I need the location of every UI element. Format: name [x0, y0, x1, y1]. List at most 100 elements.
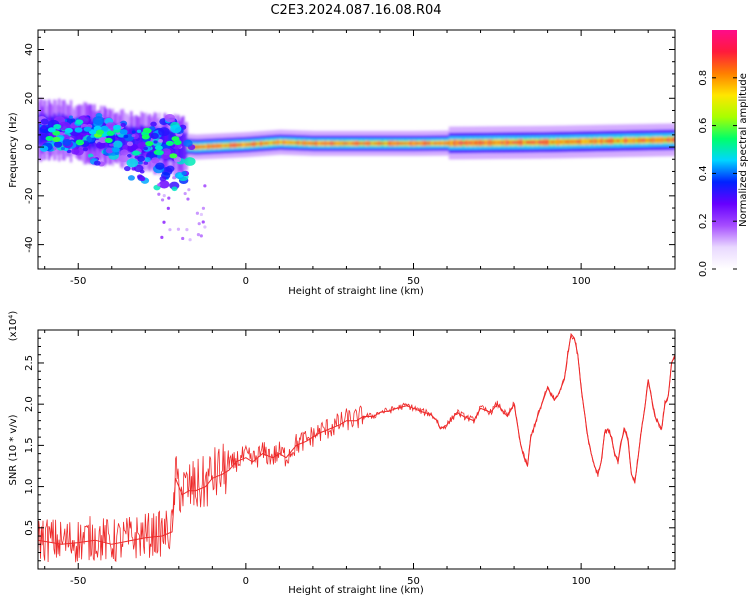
snr-scale-label: (x10⁴): [8, 311, 19, 342]
heatmap-cell: [356, 142, 359, 145]
heatmap-cell: [525, 140, 529, 144]
x-tick-label: -50: [70, 576, 86, 587]
y-tick-label: 40: [24, 43, 35, 56]
heatmap-blob-bright: [45, 135, 54, 142]
heatmap-cell: [646, 138, 649, 142]
heatmap-cell: [225, 144, 229, 147]
heatmap-cell: [656, 138, 659, 142]
heatmap-speck: [157, 192, 161, 196]
heatmap-blob-bright: [64, 127, 73, 134]
heatmap-cell: [272, 141, 275, 144]
heatmap-speck: [188, 238, 192, 242]
heatmap-x-ticks: -50 0 50 100: [44, 30, 649, 287]
heatmap-cell: [264, 142, 267, 145]
heatmap-speck: [167, 196, 171, 200]
heatmap-blob: [138, 160, 143, 165]
heatmap-blob-bright: [132, 150, 141, 156]
heatmap-cell: [619, 139, 622, 143]
heatmap-cell: [215, 144, 218, 148]
heatmap-cell: [493, 141, 497, 145]
heatmap-cell: [545, 140, 549, 144]
heatmap-blob-bright: [106, 130, 115, 136]
heatmap-cell: [554, 140, 557, 144]
heatmap-cell: [648, 138, 651, 142]
heatmap-cell: [448, 141, 451, 145]
heatmap-blob-bright: [141, 134, 150, 140]
heatmap-speck: [201, 220, 205, 224]
heatmap-cell: [416, 142, 420, 145]
heatmap-cell: [58, 112, 61, 148]
x-tick-label: 50: [407, 276, 420, 287]
heatmap-cell: [255, 142, 259, 146]
heatmap-cell: [207, 145, 210, 148]
heatmap-cell: [607, 139, 611, 143]
heatmap-cell: [507, 141, 510, 145]
heatmap-blob: [126, 158, 139, 168]
heatmap-cell: [364, 142, 368, 145]
heatmap-cell: [296, 141, 299, 144]
heatmap-cell: [227, 144, 230, 147]
heatmap-cell: [286, 141, 289, 144]
heatmap-cell: [291, 141, 294, 144]
heatmap-cell: [376, 142, 379, 145]
heatmap-cell: [133, 126, 136, 155]
heatmap-blob: [137, 155, 146, 162]
heatmap-cell: [581, 140, 584, 144]
heatmap-cell: [569, 140, 572, 144]
heatmap-cell: [574, 140, 577, 144]
heatmap-cell: [621, 139, 624, 143]
heatmap-cell: [269, 141, 272, 145]
heatmap-cell: [420, 142, 423, 145]
heatmap-cell: [59, 116, 63, 144]
snr-y-ticks: 0.5 1.0 1.5 2.0 2.5: [24, 329, 675, 570]
heatmap-cell: [571, 140, 574, 144]
heatmap-cell: [359, 142, 363, 145]
heatmap-cell: [634, 138, 638, 143]
heatmap-cell: [426, 142, 430, 145]
heatmap-cell: [358, 142, 361, 145]
heatmap-cell: [229, 144, 232, 147]
heatmap-cell: [517, 140, 520, 144]
heatmap-cell: [535, 140, 539, 144]
heatmap-speck: [195, 211, 200, 215]
heatmap-cell: [562, 140, 565, 144]
heatmap-cell: [217, 144, 220, 148]
heatmap-cell: [633, 139, 636, 143]
heatmap-cell: [487, 141, 490, 145]
heatmap-cell: [378, 142, 381, 145]
heatmap-cell: [515, 140, 519, 145]
heatmap-cell: [524, 140, 527, 144]
heatmap-cell: [561, 140, 564, 144]
heatmap-cell: [592, 139, 596, 143]
heatmap-speck: [196, 233, 201, 237]
heatmap-cell: [438, 142, 441, 145]
heatmap-cell: [430, 142, 433, 145]
heatmap-cell: [612, 139, 616, 143]
heatmap-cell: [396, 142, 400, 145]
colorbar-tick-label: 0.0: [698, 261, 709, 277]
y-tick-label: -20: [24, 188, 35, 204]
heatmap-cell: [205, 145, 208, 148]
heatmap-cell: [322, 142, 326, 145]
heatmap-cell: [614, 139, 617, 143]
heatmap-cell: [447, 141, 450, 145]
heatmap-cell: [383, 142, 386, 145]
heatmap-cell: [641, 138, 644, 142]
heatmap-cell: [373, 142, 376, 145]
heatmap-blob-bright: [83, 126, 92, 132]
heatmap-speck: [176, 227, 181, 231]
heatmap-blob-bright: [74, 127, 83, 133]
heatmap-speck: [168, 228, 172, 232]
heatmap-cell: [498, 141, 502, 145]
heatmap-cell: [135, 126, 138, 155]
heatmap-cell: [631, 139, 634, 143]
heatmap-blob-bright: [53, 123, 62, 130]
heatmap-cell: [629, 139, 633, 143]
heatmap-cell: [549, 140, 552, 144]
heatmap-cell: [467, 141, 470, 145]
heatmap-cell: [203, 145, 207, 148]
heatmap-cell: [550, 140, 554, 144]
heatmap-cell: [328, 142, 331, 145]
heatmap-blob: [143, 161, 149, 165]
heatmap-cell: [428, 142, 431, 145]
